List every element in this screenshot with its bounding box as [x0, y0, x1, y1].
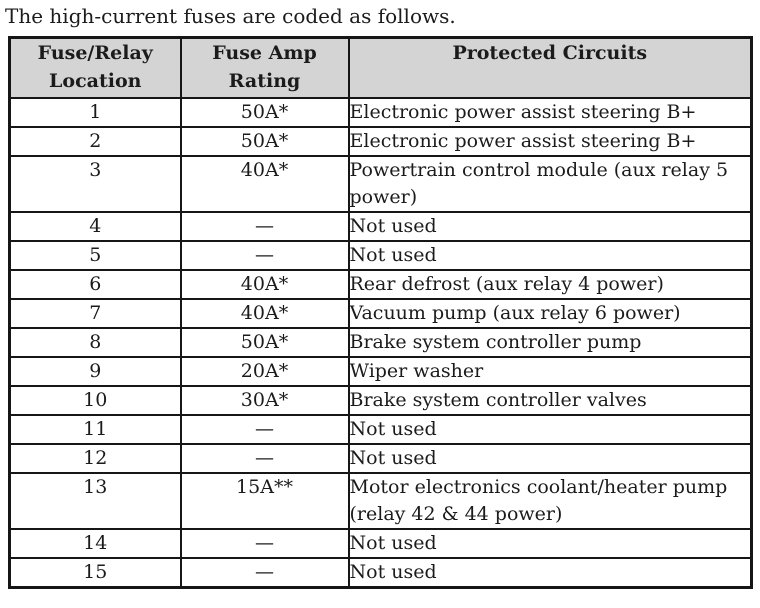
- table-row: 2 50A* Electronic power assist steering B+: [8, 125, 753, 157]
- intro-text: The high-current fuses are coded as foll…: [5, 4, 456, 28]
- table-row: 12— Not used: [8, 442, 753, 474]
- cell-location: 8: [8, 326, 182, 358]
- cell-location: 3: [8, 154, 182, 213]
- table-row: 8 50A* Brake system controller pump: [8, 326, 753, 358]
- fuse-table: Fuse/Relay Location Fuse Amp Rating Prot…: [8, 36, 753, 589]
- table-row: 7 40A* Vacuum pump (aux relay 6 power): [8, 297, 753, 329]
- cell-location: 12: [8, 442, 182, 474]
- table-row: 1 50A* Electronic power assist steering B+: [8, 96, 753, 128]
- table-row: 11— Not used: [8, 413, 753, 445]
- cell-rating: —: [179, 239, 350, 271]
- cell-rating: —: [179, 556, 350, 588]
- cell-rating: 20A*: [179, 355, 350, 387]
- cell-rating: —: [179, 210, 350, 242]
- cell-circuit: Vacuum pump (aux relay 6 power): [347, 297, 753, 329]
- cell-location: 10: [8, 384, 182, 416]
- cell-circuit: Not used: [347, 210, 753, 242]
- cell-location: 9: [8, 355, 182, 387]
- cell-circuit: Not used: [347, 239, 753, 271]
- cell-location: 1: [8, 96, 182, 128]
- cell-location: 13: [8, 471, 182, 530]
- cell-location: 14: [8, 527, 182, 559]
- cell-location: 4: [8, 210, 182, 242]
- table-row: 14— Not used: [8, 527, 753, 559]
- table-row: 9 20A* Wiper washer: [8, 355, 753, 387]
- cell-rating: 50A*: [179, 125, 350, 157]
- cell-location: 5: [8, 239, 182, 271]
- table-row: 3 40A* Powertrain control module (aux rela…: [8, 154, 753, 213]
- table-row: 15— Not used: [8, 556, 753, 588]
- table-row: 4— Not used: [8, 210, 753, 242]
- col-header-fuse-relay-location: Fuse/Relay Location: [8, 36, 182, 99]
- cell-rating: 30A*: [179, 384, 350, 416]
- header-row: Fuse/Relay Location Fuse Amp Rating Prot…: [8, 36, 753, 99]
- cell-rating: 40A*: [179, 154, 350, 213]
- cell-circuit: Brake system controller pump: [347, 326, 753, 358]
- cell-circuit: Wiper washer: [347, 355, 753, 387]
- cell-circuit: Not used: [347, 527, 753, 559]
- cell-circuit: Brake system controller valves: [347, 384, 753, 416]
- cell-location: 15: [8, 556, 182, 588]
- cell-rating: 50A*: [179, 96, 350, 128]
- cell-circuit: Not used: [347, 556, 753, 588]
- table-row: 10 30A* Brake system controller valves: [8, 384, 753, 416]
- col-header-fuse-amp-rating: Fuse Amp Rating: [179, 36, 350, 99]
- cell-rating: —: [179, 527, 350, 559]
- cell-rating: 50A*: [179, 326, 350, 358]
- cell-rating: 40A*: [179, 297, 350, 329]
- cell-location: 11: [8, 413, 182, 445]
- cell-circuit: Not used: [347, 442, 753, 474]
- cell-rating: —: [179, 413, 350, 445]
- fuse-table-body: 1 50A* Electronic power assist steering B+…: [8, 96, 753, 588]
- cell-circuit: Rear defrost (aux relay 4 power): [347, 268, 753, 300]
- cell-circuit: Powertrain control module (aux relay 5 p…: [347, 154, 753, 213]
- cell-circuit: Electronic power assist steering B+: [347, 96, 753, 128]
- cell-circuit: Not used: [347, 413, 753, 445]
- cell-rating: 15A**: [179, 471, 350, 530]
- table-row: 5— Not used: [8, 239, 753, 271]
- cell-rating: 40A*: [179, 268, 350, 300]
- cell-location: 7: [8, 297, 182, 329]
- table-row: 13 15A** Motor electronics coolant/heater …: [8, 471, 753, 530]
- col-header-protected-circuits: Protected Circuits: [347, 36, 753, 99]
- cell-circuit: Electronic power assist steering B+: [347, 125, 753, 157]
- cell-circuit: Motor electronics coolant/heater pump (r…: [347, 471, 753, 530]
- cell-rating: —: [179, 442, 350, 474]
- cell-location: 2: [8, 125, 182, 157]
- cell-location: 6: [8, 268, 182, 300]
- table-row: 6 40A* Rear defrost (aux relay 4 power): [8, 268, 753, 300]
